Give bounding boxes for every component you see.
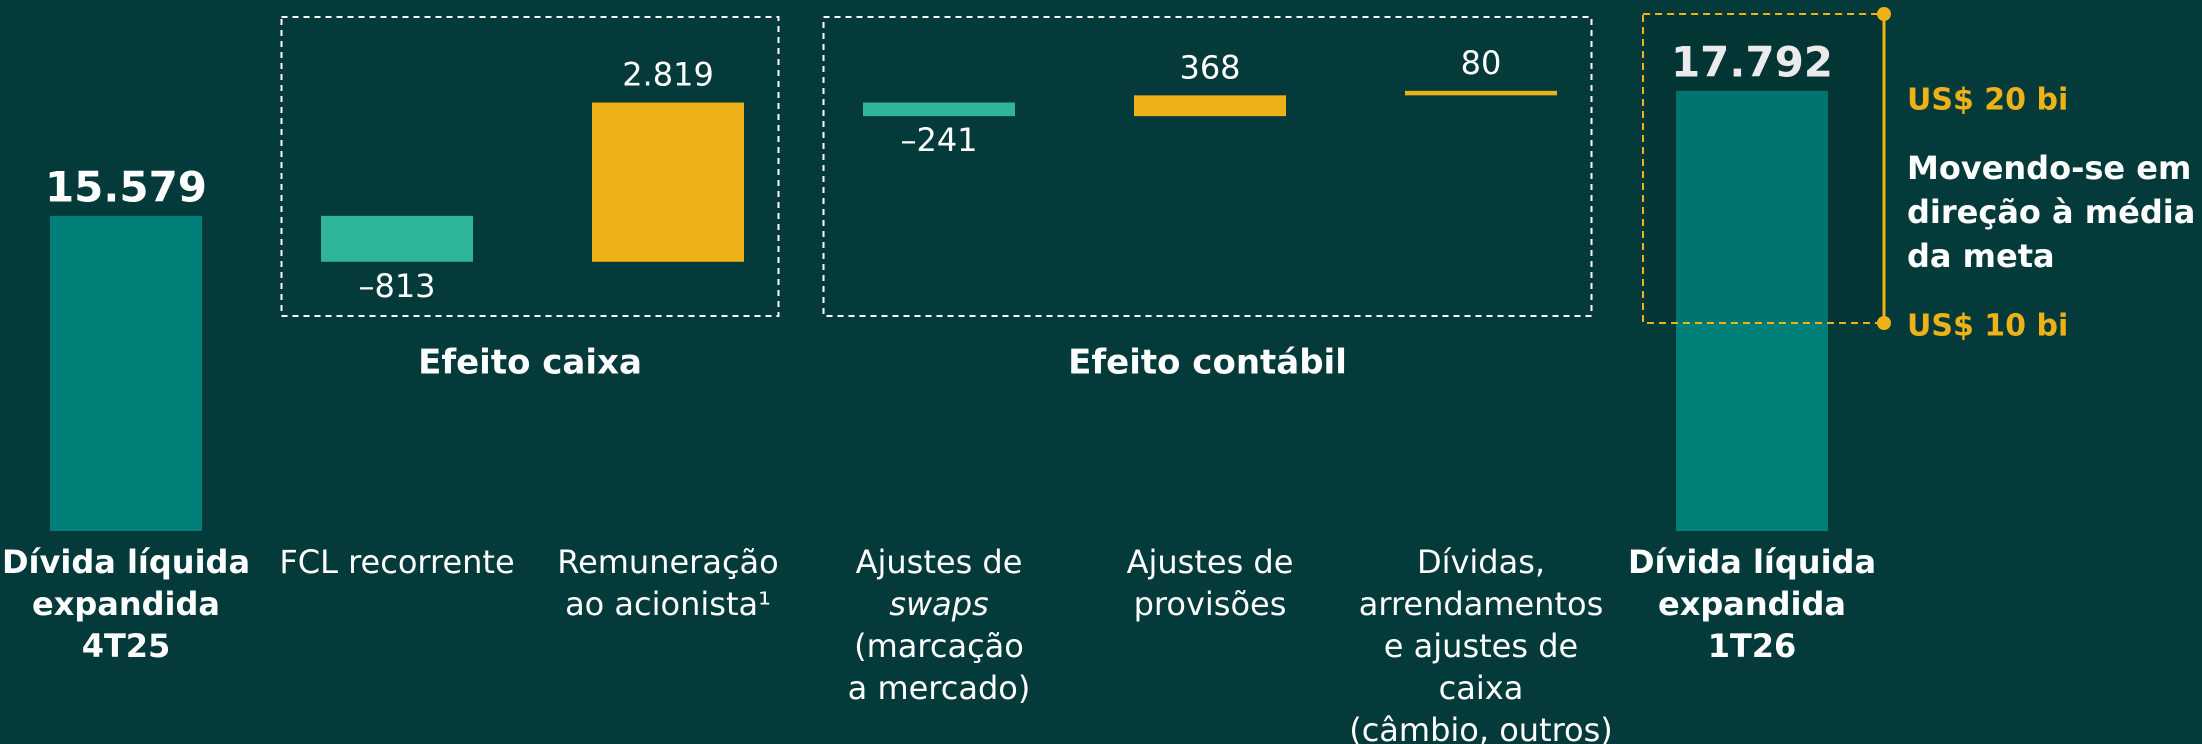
category-label: a mercado) <box>848 669 1031 707</box>
category-label: expandida <box>1658 585 1846 623</box>
value-label: –813 <box>358 267 435 305</box>
group-label: Efeito caixa <box>418 343 642 383</box>
category-label: FCL recorrente <box>279 543 514 581</box>
category-label: provisões <box>1134 585 1287 623</box>
category-label: 4T25 <box>82 627 171 665</box>
annotation-bottom: US$ 10 bi <box>1907 309 2068 344</box>
target-box <box>1642 13 1885 324</box>
category-label: Ajustes de <box>1127 543 1294 581</box>
category-label: e ajustes de <box>1384 627 1578 665</box>
annotation-text: Movendo-se em <box>1907 149 2191 187</box>
bar <box>1134 95 1286 117</box>
bracket-dot <box>1877 7 1891 21</box>
value-label: 15.579 <box>45 162 207 211</box>
category-label: Ajustes de <box>856 543 1023 581</box>
category-label: caixa <box>1439 669 1524 707</box>
bracket-dot <box>1877 316 1891 330</box>
annotation-text: direção à média <box>1907 193 2195 231</box>
category-label: ao acionista¹ <box>565 585 771 623</box>
bar <box>321 215 473 262</box>
value-label: 2.819 <box>622 56 714 94</box>
value-label: –241 <box>900 121 977 159</box>
bar <box>1676 90 1828 531</box>
value-label: 368 <box>1179 48 1240 86</box>
category-label: (marcação <box>854 627 1024 665</box>
group-box <box>280 16 780 317</box>
bar <box>1405 90 1557 96</box>
category-label: Remuneração <box>557 543 778 581</box>
bar <box>592 102 744 262</box>
value-label: 80 <box>1461 44 1502 82</box>
category-label: Dívida líquida <box>2 543 250 581</box>
category-label: 1T26 <box>1708 627 1797 665</box>
category-label: expandida <box>32 585 220 623</box>
category-label: swaps <box>889 585 988 623</box>
category-label: arrendamentos <box>1359 585 1603 623</box>
annotation-text: da meta <box>1907 237 2055 275</box>
category-label: (câmbio, outros) <box>1349 711 1613 744</box>
group-label: Efeito contábil <box>1068 343 1347 383</box>
bar <box>863 102 1015 117</box>
group-box <box>822 16 1593 317</box>
value-label: 17.792 <box>1671 37 1833 86</box>
category-label: Dívidas, <box>1417 543 1545 581</box>
bar <box>50 215 202 531</box>
category-label: Dívida líquida <box>1628 543 1876 581</box>
annotation-top: US$ 20 bi <box>1907 83 2068 118</box>
